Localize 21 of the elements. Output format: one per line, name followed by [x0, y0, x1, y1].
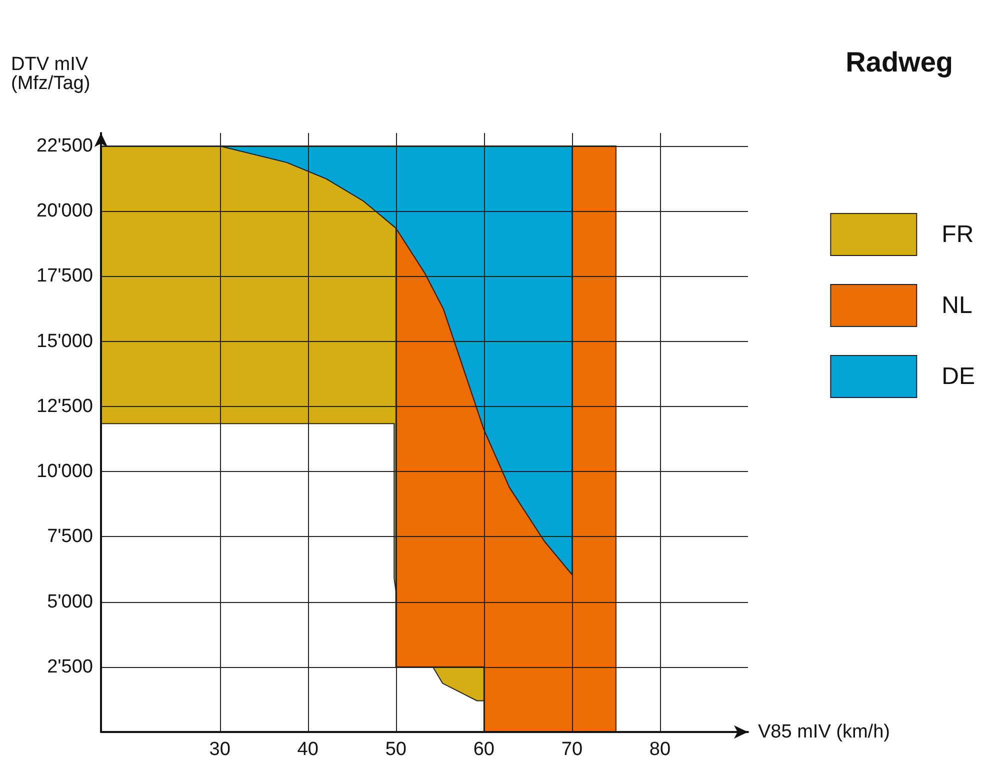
y-tick-label: 17'500 [36, 266, 93, 287]
y-tick-label: 7'500 [47, 526, 93, 548]
x-tick-label: 60 [473, 739, 494, 760]
y-tick-label: 2'500 [47, 656, 93, 678]
y-tick-label: 10'000 [36, 461, 93, 482]
text: Radweg [846, 46, 954, 78]
x-axis-title: V85 mIV (km/h) [758, 722, 890, 742]
legend-label: FR [942, 221, 974, 248]
legend-label: NL [942, 292, 972, 319]
y-tick-label: 5'000 [47, 591, 93, 612]
y-tick-label: 12'500 [36, 396, 93, 417]
y-tick-label: 15'000 [36, 330, 93, 352]
y-tick-label: 20'000 [36, 200, 93, 222]
y-tick-label: 22'500 [36, 136, 93, 157]
y-axis-title: DTV mIV (Mfz/Tag) [11, 54, 90, 94]
x-tick-label: 80 [649, 739, 671, 760]
x-tick-label: 30 [209, 739, 230, 760]
legend-label: DE [942, 363, 976, 390]
x-tick-label: 40 [297, 739, 318, 760]
x-tick-label: 50 [385, 739, 406, 760]
x-tick-label: 70 [561, 739, 583, 760]
